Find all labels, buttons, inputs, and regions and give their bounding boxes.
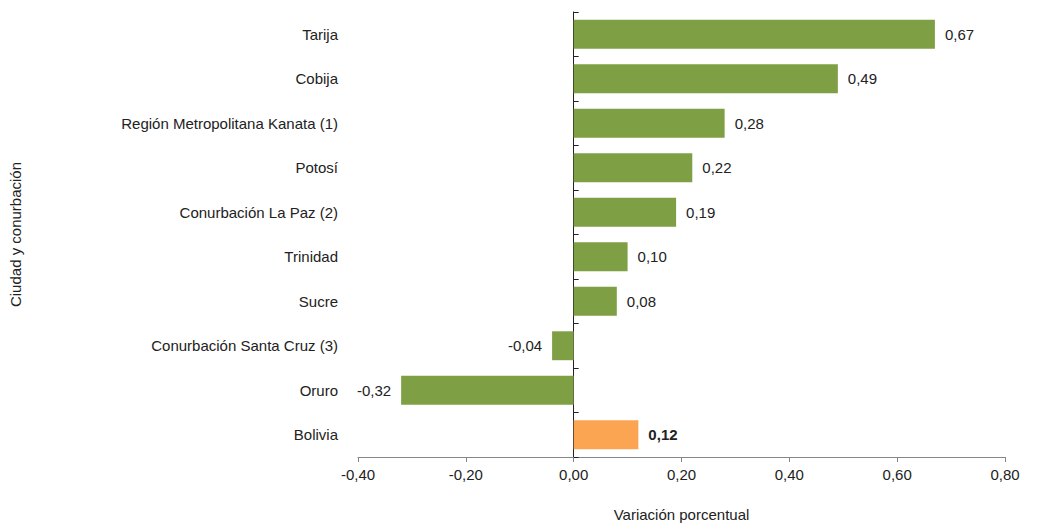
- svg-text:-0,40: -0,40: [341, 466, 375, 483]
- svg-text:Región Metropolitana Kanata (1: Región Metropolitana Kanata (1): [121, 115, 338, 132]
- svg-text:0,00: 0,00: [559, 466, 588, 483]
- svg-text:-0,32: -0,32: [357, 382, 391, 399]
- svg-text:Ciudad y conurbación: Ciudad y conurbación: [7, 162, 24, 307]
- svg-text:0,49: 0,49: [848, 70, 877, 87]
- svg-text:0,12: 0,12: [648, 426, 677, 443]
- svg-text:Conurbación Santa Cruz (3): Conurbación Santa Cruz (3): [151, 337, 338, 354]
- svg-text:0,10: 0,10: [638, 248, 667, 265]
- svg-text:Cobija: Cobija: [295, 70, 338, 87]
- svg-text:Sucre: Sucre: [299, 293, 338, 310]
- svg-text:0,20: 0,20: [667, 466, 696, 483]
- svg-text:0,19: 0,19: [686, 204, 715, 221]
- svg-text:Bolivia: Bolivia: [294, 426, 339, 443]
- svg-text:Tarija: Tarija: [302, 26, 339, 43]
- svg-text:-0,20: -0,20: [449, 466, 483, 483]
- svg-text:Trinidad: Trinidad: [284, 248, 338, 265]
- svg-text:0,28: 0,28: [735, 115, 764, 132]
- svg-text:0,22: 0,22: [702, 159, 731, 176]
- svg-text:0,08: 0,08: [627, 293, 656, 310]
- svg-text:0,40: 0,40: [775, 466, 804, 483]
- svg-text:0,67: 0,67: [945, 26, 974, 43]
- svg-text:0,60: 0,60: [883, 466, 912, 483]
- svg-text:Oruro: Oruro: [300, 382, 338, 399]
- svg-text:Variación porcentual: Variación porcentual: [614, 506, 750, 523]
- svg-text:Potosí: Potosí: [295, 159, 338, 176]
- svg-text:0,80: 0,80: [990, 466, 1019, 483]
- svg-text:Conurbación La Paz (2): Conurbación La Paz (2): [180, 204, 338, 221]
- svg-text:-0,04: -0,04: [508, 337, 542, 354]
